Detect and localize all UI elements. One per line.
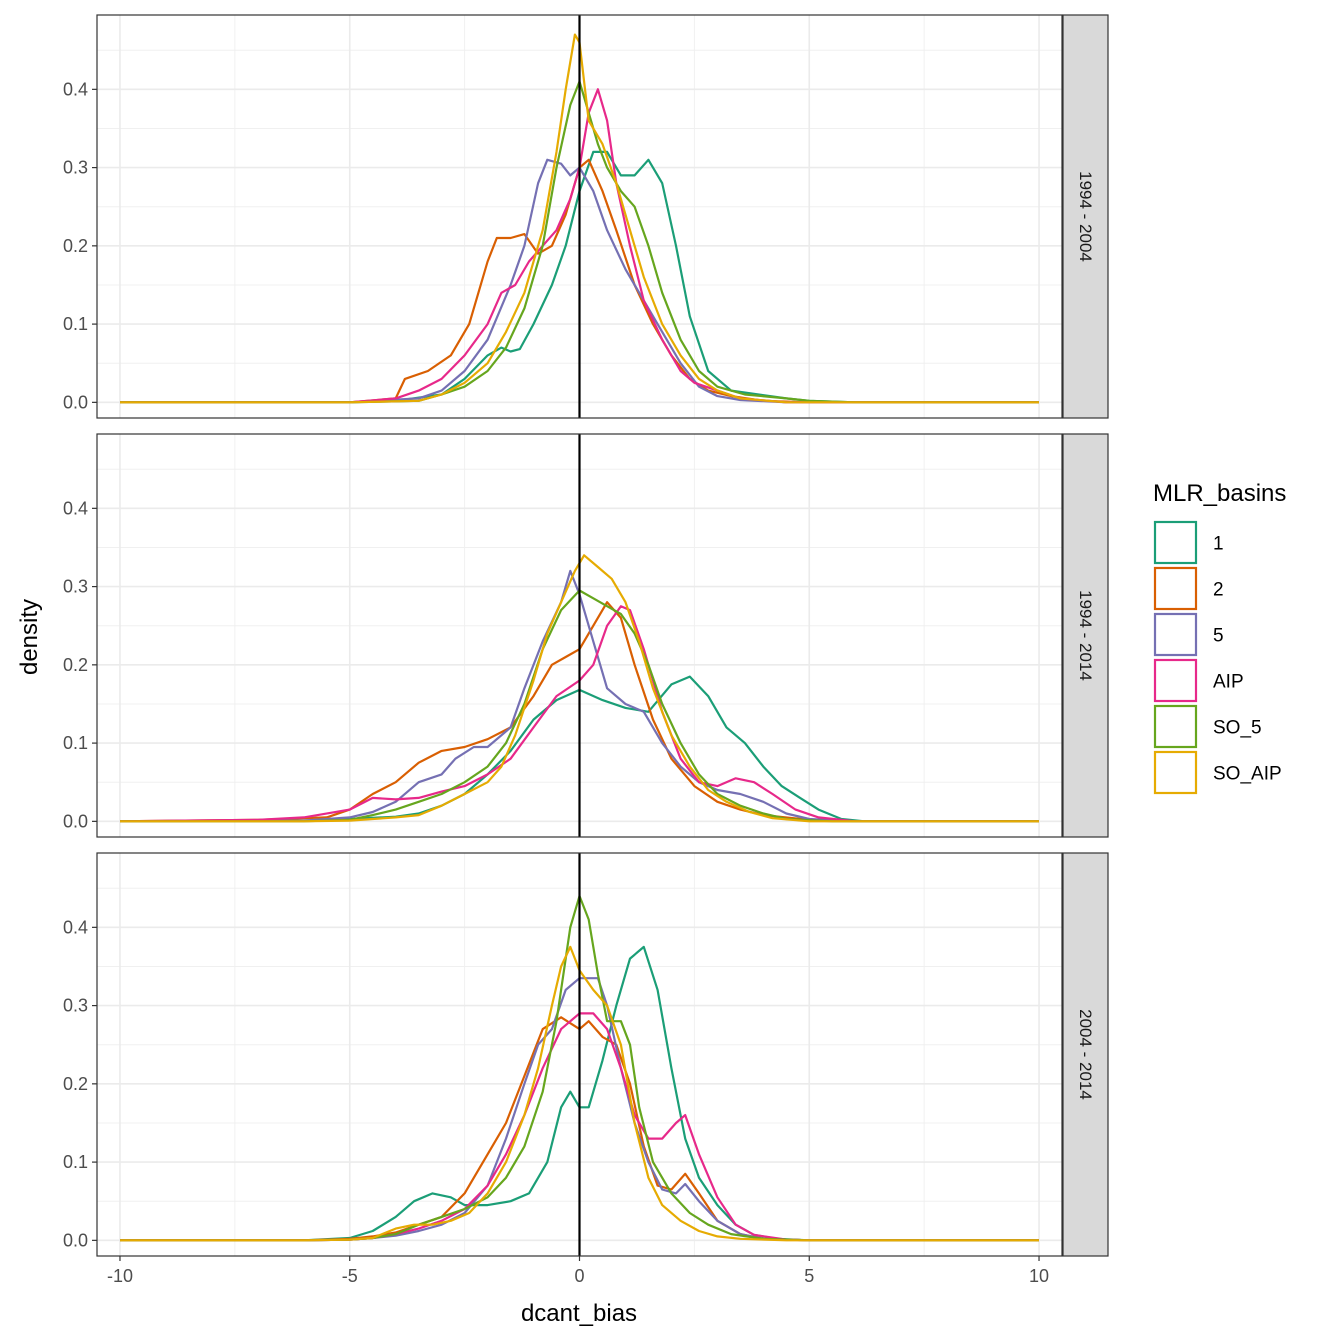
- legend-entry: 2: [1153, 566, 1224, 611]
- y-tick-label: 0.0: [63, 1230, 88, 1250]
- legend-title: MLR_basins: [1153, 480, 1286, 507]
- density-line-5: [120, 158, 1039, 404]
- y-tick-label: 0.3: [63, 577, 88, 597]
- legend-entry: SO_5: [1153, 704, 1262, 749]
- density-line-aip: [120, 1012, 1039, 1242]
- density-line-so-5: [120, 589, 1039, 823]
- x-tick-label: 5: [804, 1266, 814, 1286]
- density-line-so-5: [120, 80, 1039, 404]
- density-line-so-aip: [120, 554, 1039, 823]
- x-axis-title: dcant_bias: [521, 1300, 637, 1327]
- legend-key: [1153, 704, 1198, 749]
- x-tick-label: 10: [1029, 1266, 1049, 1286]
- x-axis: -10 -5 0 5 10: [107, 1256, 1049, 1286]
- legend-label: 5: [1213, 626, 1224, 647]
- y-tick-label: 0.1: [63, 1152, 88, 1172]
- density-line-2: [120, 158, 1039, 404]
- legend-key: [1153, 612, 1198, 657]
- facet-strip-label: 1994 - 2004: [1076, 171, 1095, 262]
- density-line-1: [120, 150, 1039, 404]
- legend-entry: 1: [1153, 520, 1224, 565]
- y-tick-label: 0.2: [63, 1074, 88, 1094]
- facet-strip: [1062, 852, 1109, 1257]
- x-tick-label: 0: [574, 1266, 584, 1286]
- facet-panel: 0.0 0.1 0.2 0.3 0.4 2004 - 2014: [63, 852, 1109, 1257]
- legend: MLR_basins 1 2 5 AIP SO_5 SO_AIP: [1153, 480, 1286, 795]
- legend-label: SO_AIP: [1213, 764, 1282, 785]
- y-tick-label: 0.3: [63, 158, 88, 178]
- legend-entry: SO_AIP: [1153, 750, 1282, 795]
- facet-strip-label: 2004 - 2014: [1076, 1009, 1095, 1100]
- facet-strip: [1062, 433, 1109, 838]
- y-tick-label: 0.4: [63, 498, 88, 518]
- y-tick-label: 0.3: [63, 996, 88, 1016]
- legend-entry: 5: [1153, 612, 1224, 657]
- legend-entry: AIP: [1153, 658, 1244, 703]
- legend-label: SO_5: [1213, 718, 1262, 739]
- legend-key: [1153, 658, 1198, 703]
- x-tick-label: -10: [107, 1266, 133, 1286]
- legend-key: [1153, 750, 1198, 795]
- density-line-so-aip: [120, 945, 1039, 1242]
- legend-label: AIP: [1213, 672, 1244, 693]
- y-tick-label: 0.1: [63, 733, 88, 753]
- facet-panel: 0.0 0.1 0.2 0.3 0.4 1994 - 2004: [63, 14, 1109, 419]
- x-tick-label: -5: [342, 1266, 358, 1286]
- legend-label: 2: [1213, 580, 1224, 601]
- facet-panel: 0.0 0.1 0.2 0.3 0.4 1994 - 2014: [63, 433, 1109, 838]
- legend-label: 1: [1213, 534, 1224, 555]
- y-tick-label: 0.4: [63, 917, 88, 937]
- y-tick-label: 0.2: [63, 655, 88, 675]
- panel-border: [96, 14, 1063, 419]
- panel-border: [96, 433, 1063, 838]
- y-axis-title: density: [16, 599, 43, 675]
- y-tick-label: 0.0: [63, 392, 88, 412]
- facet-strip-label: 1994 - 2014: [1076, 590, 1095, 681]
- density-line-aip: [119, 605, 1039, 823]
- facet-strip: [1062, 14, 1109, 419]
- y-tick-label: 0.1: [63, 314, 88, 334]
- density-line-2: [119, 601, 1039, 823]
- y-tick-label: 0.4: [63, 79, 88, 99]
- legend-key: [1153, 520, 1198, 565]
- legend-key: [1153, 566, 1198, 611]
- y-tick-label: 0.0: [63, 811, 88, 831]
- density-line-5: [119, 569, 1039, 823]
- y-tick-label: 0.2: [63, 236, 88, 256]
